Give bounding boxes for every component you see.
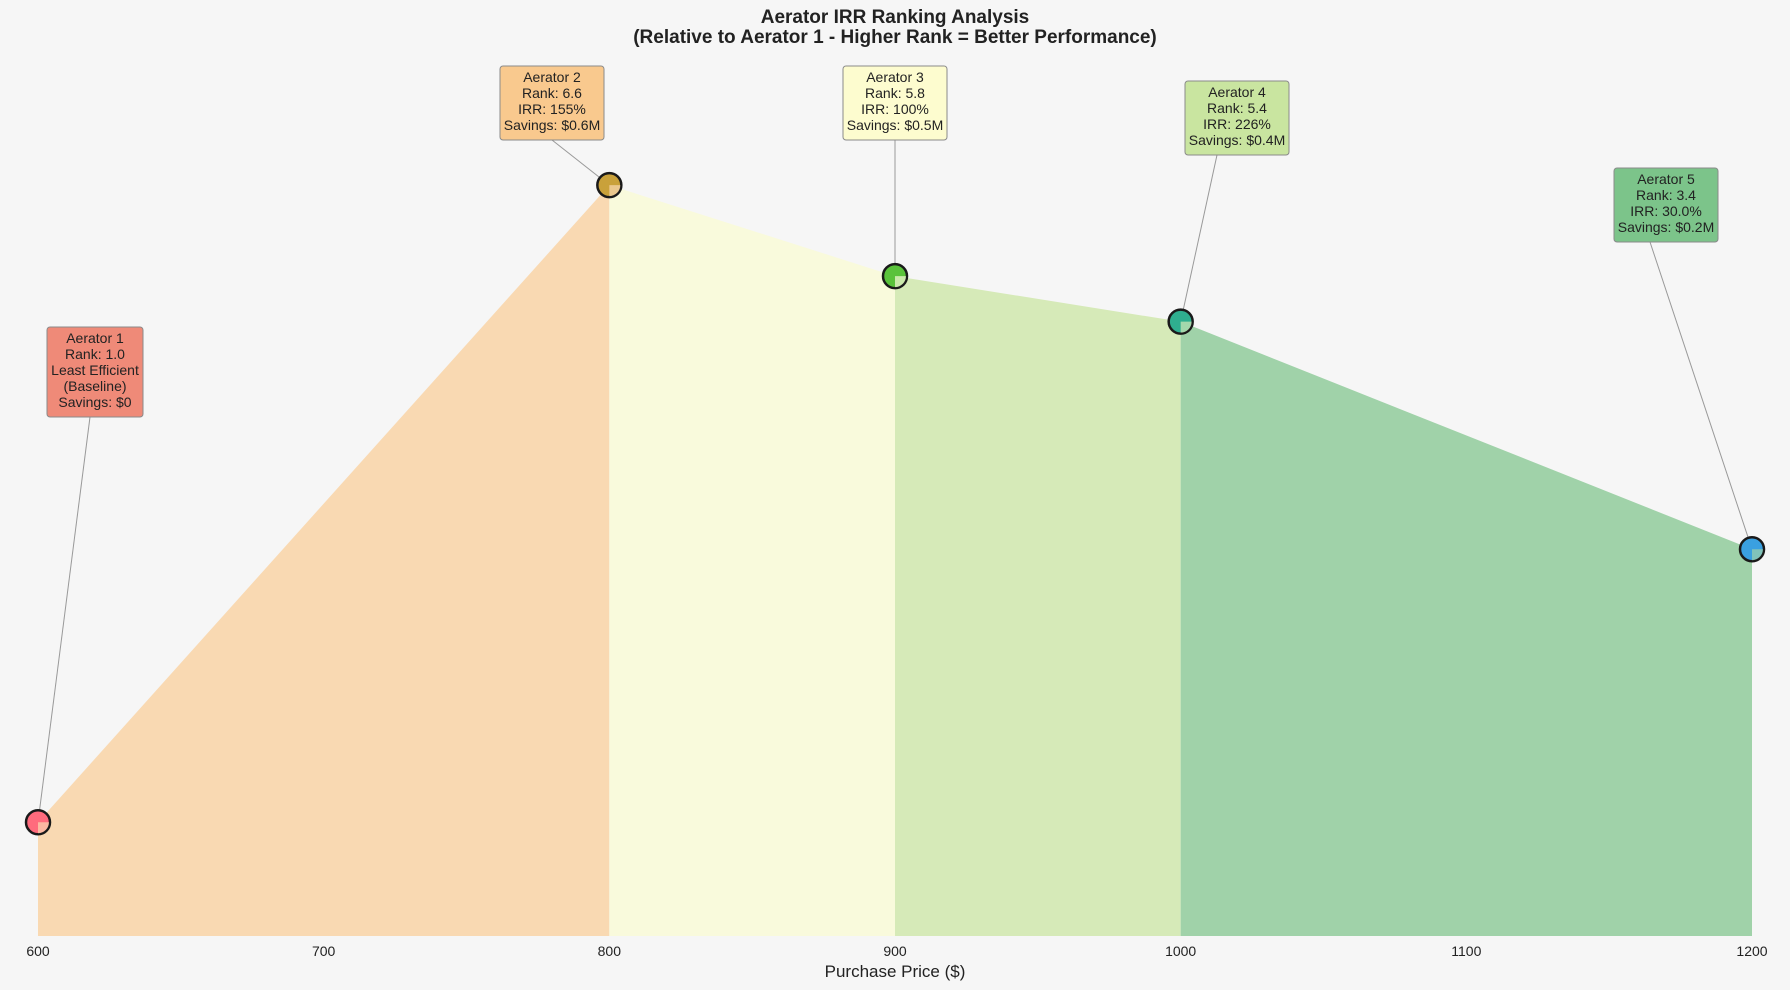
area-segment-3 bbox=[895, 276, 1181, 936]
annotation-line: Savings: $0 bbox=[58, 394, 131, 410]
annotation-line: Savings: $0.6M bbox=[504, 117, 601, 133]
annotation-line: Savings: $0.2M bbox=[1618, 219, 1715, 235]
annotation-line: Savings: $0.4M bbox=[1189, 132, 1286, 148]
annotation-line: IRR: 155% bbox=[518, 101, 586, 117]
x-tick-label: 1000 bbox=[1165, 943, 1196, 959]
chart-title: Aerator IRR Ranking Analysis bbox=[761, 7, 1030, 28]
data-point-highlight-2 bbox=[609, 185, 621, 197]
area-segment-2 bbox=[609, 185, 895, 937]
annotation-box-bg bbox=[1613, 167, 1719, 243]
data-point-highlight-3 bbox=[895, 276, 907, 288]
annotation-line: Aerator 4 bbox=[1208, 84, 1266, 100]
x-tick-label: 1100 bbox=[1451, 943, 1481, 959]
annotation-line: IRR: 226% bbox=[1203, 116, 1271, 132]
x-tick-label: 800 bbox=[598, 943, 622, 959]
annotation-line: Rank: 5.4 bbox=[1207, 100, 1267, 116]
annotation-line: Rank: 3.4 bbox=[1636, 187, 1696, 203]
annotation-line: (Baseline) bbox=[63, 378, 126, 394]
annotation-box-bg bbox=[46, 326, 144, 418]
data-point-highlight-5 bbox=[1752, 549, 1763, 561]
annotation-line: IRR: 30.0% bbox=[1630, 203, 1702, 219]
leader-line-4 bbox=[1180, 154, 1218, 322]
annotation-line: Rank: 5.8 bbox=[865, 85, 925, 101]
area-segment-1 bbox=[38, 185, 610, 937]
annotation-line: Rank: 1.0 bbox=[65, 346, 125, 362]
annotation-box-bg bbox=[1184, 80, 1290, 156]
annotation-line: Rank: 6.6 bbox=[522, 85, 582, 101]
annotation-line: Aerator 1 bbox=[66, 330, 124, 346]
annotation-box-bg bbox=[499, 65, 605, 141]
annotation-box-bg bbox=[842, 65, 948, 141]
annotation-line: IRR: 100% bbox=[861, 101, 929, 117]
data-point-highlight-1 bbox=[38, 822, 49, 834]
x-tick-label: 600 bbox=[26, 943, 50, 959]
leader-line-1 bbox=[37, 416, 91, 823]
x-tick-label: 700 bbox=[312, 943, 336, 959]
annotation-line: Aerator 3 bbox=[866, 69, 924, 85]
x-tick-label: 900 bbox=[883, 943, 907, 959]
area-segment-4 bbox=[1180, 321, 1752, 936]
chart-subtitle: (Relative to Aerator 1 - Higher Rank = B… bbox=[633, 27, 1157, 48]
x-axis-label: Purchase Price ($) bbox=[825, 962, 966, 981]
x-tick-label: 1200 bbox=[1736, 943, 1767, 959]
annotation-line: Savings: $0.5M bbox=[847, 117, 944, 133]
annotation-line: Aerator 5 bbox=[1637, 171, 1695, 187]
annotation-line: Least Efficient bbox=[51, 362, 139, 378]
data-point-highlight-4 bbox=[1180, 321, 1192, 333]
leader-line-5 bbox=[1649, 241, 1753, 550]
annotation-line: Aerator 2 bbox=[523, 69, 581, 85]
